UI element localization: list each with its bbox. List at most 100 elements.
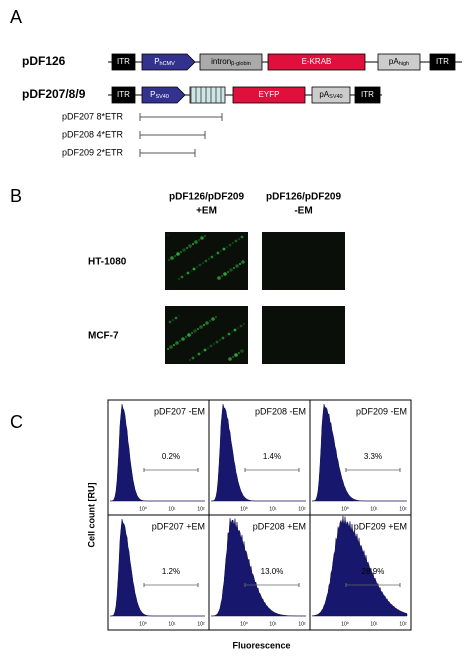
- gate-percent: 3.3%: [364, 452, 382, 461]
- cell-dot: [228, 243, 232, 247]
- cell-dot: [241, 260, 245, 264]
- x-tick-label: 10²: [197, 506, 205, 512]
- cell-dot: [203, 324, 205, 326]
- cell-dot: [189, 359, 191, 361]
- cell-dot: [231, 331, 233, 333]
- micrograph: [262, 306, 345, 364]
- cell-dot: [233, 267, 235, 269]
- cell-dot: [215, 316, 217, 318]
- cell-dot: [186, 247, 188, 249]
- cell-dot: [175, 341, 179, 345]
- histogram: [311, 404, 407, 502]
- cell-dot: [219, 339, 221, 341]
- cell-dot: [227, 271, 229, 273]
- construct-name: pDF126: [22, 54, 66, 68]
- cell-dot: [200, 236, 204, 240]
- x-axis-label: Fluorescence: [232, 640, 290, 650]
- element-text: ITR: [361, 90, 374, 99]
- cell-dot: [217, 276, 221, 280]
- plot-title: pDF207 +EM: [152, 521, 205, 531]
- element-box: [111, 53, 136, 71]
- element-text: ITR: [117, 57, 130, 66]
- cell-dot: [173, 344, 175, 346]
- element-box: [429, 53, 456, 71]
- y-axis-label: Cell count [RU]: [86, 483, 96, 548]
- cell-dot: [192, 243, 194, 245]
- element-text: P: [154, 57, 159, 66]
- column-title: +EM: [196, 206, 217, 217]
- element-label: E-KRAB: [302, 57, 332, 66]
- element-sub: β-globin: [231, 61, 251, 67]
- promoter: [141, 53, 196, 71]
- cell-dot: [237, 327, 239, 329]
- cell-dot: [169, 345, 173, 349]
- cell-dot: [226, 246, 228, 248]
- panel-label: C: [10, 412, 23, 432]
- element-text: pA: [389, 57, 399, 66]
- element-box: [377, 53, 421, 71]
- cell-dot: [197, 352, 201, 356]
- cell-dot: [232, 242, 234, 244]
- cell-dot: [220, 250, 222, 252]
- gate-percent: 1.4%: [263, 452, 281, 461]
- cell-dot: [174, 255, 176, 257]
- cell-dot: [207, 347, 209, 349]
- element-label: ITR: [117, 90, 130, 99]
- x-tick-label: 10⁰: [341, 621, 349, 627]
- cell-dot: [221, 336, 225, 340]
- element-box: [111, 86, 136, 104]
- cell-dot: [232, 356, 234, 358]
- element-box: [199, 53, 263, 71]
- element-label: ITR: [117, 57, 130, 66]
- cell-dot: [223, 272, 227, 276]
- cell-dot: [190, 270, 192, 272]
- cell-dot: [198, 239, 200, 241]
- element-text: EYFP: [259, 90, 280, 99]
- x-tick-label: 10²: [298, 621, 306, 627]
- cell-dot: [179, 340, 181, 342]
- x-tick-label: 10¹: [370, 621, 378, 627]
- cell-dot: [234, 239, 238, 243]
- etr-box: [189, 86, 226, 104]
- x-tick-label: 10¹: [168, 621, 176, 627]
- cell-dot: [208, 258, 210, 260]
- element-box: [354, 86, 381, 104]
- cell-dot: [185, 336, 187, 338]
- cell-dot: [174, 316, 178, 320]
- variant-label: pDF208 4*ETR: [62, 129, 124, 139]
- cell-dot: [216, 251, 220, 255]
- x-tick-label: 10⁰: [139, 621, 147, 627]
- cell-dot: [196, 266, 198, 268]
- element-box: [232, 86, 306, 104]
- cell-dot: [176, 252, 180, 256]
- cell-dot: [172, 319, 174, 321]
- cell-dot: [229, 268, 233, 272]
- cell-dot: [197, 328, 199, 330]
- cell-dot: [181, 337, 185, 341]
- x-tick-label: 10²: [197, 621, 205, 627]
- cell-dot: [239, 324, 243, 328]
- cell-dot: [186, 271, 190, 275]
- element-sub: high: [399, 61, 409, 67]
- x-tick-label: 10¹: [168, 506, 176, 512]
- cell-dot: [222, 247, 226, 251]
- x-tick-label: 10⁰: [139, 506, 147, 512]
- cell-dot: [168, 259, 170, 261]
- element-label: ITR: [436, 57, 449, 66]
- x-tick-label: 10¹: [269, 506, 277, 512]
- element-text: intron: [211, 57, 231, 66]
- cell-dot: [227, 332, 231, 336]
- micrograph: [165, 306, 248, 364]
- cell-dot: [195, 355, 197, 357]
- element-sub: SV40: [329, 94, 342, 100]
- element-label: pAhigh: [389, 57, 409, 67]
- micrograph: [165, 232, 248, 290]
- panel-label: A: [10, 7, 22, 27]
- row-label: HT-1080: [88, 257, 127, 268]
- cell-dot: [187, 333, 191, 337]
- cell-dot: [184, 274, 186, 276]
- row-label: MCF-7: [88, 331, 119, 342]
- element-text: pA: [319, 90, 329, 99]
- x-tick-label: 10⁰: [240, 506, 248, 512]
